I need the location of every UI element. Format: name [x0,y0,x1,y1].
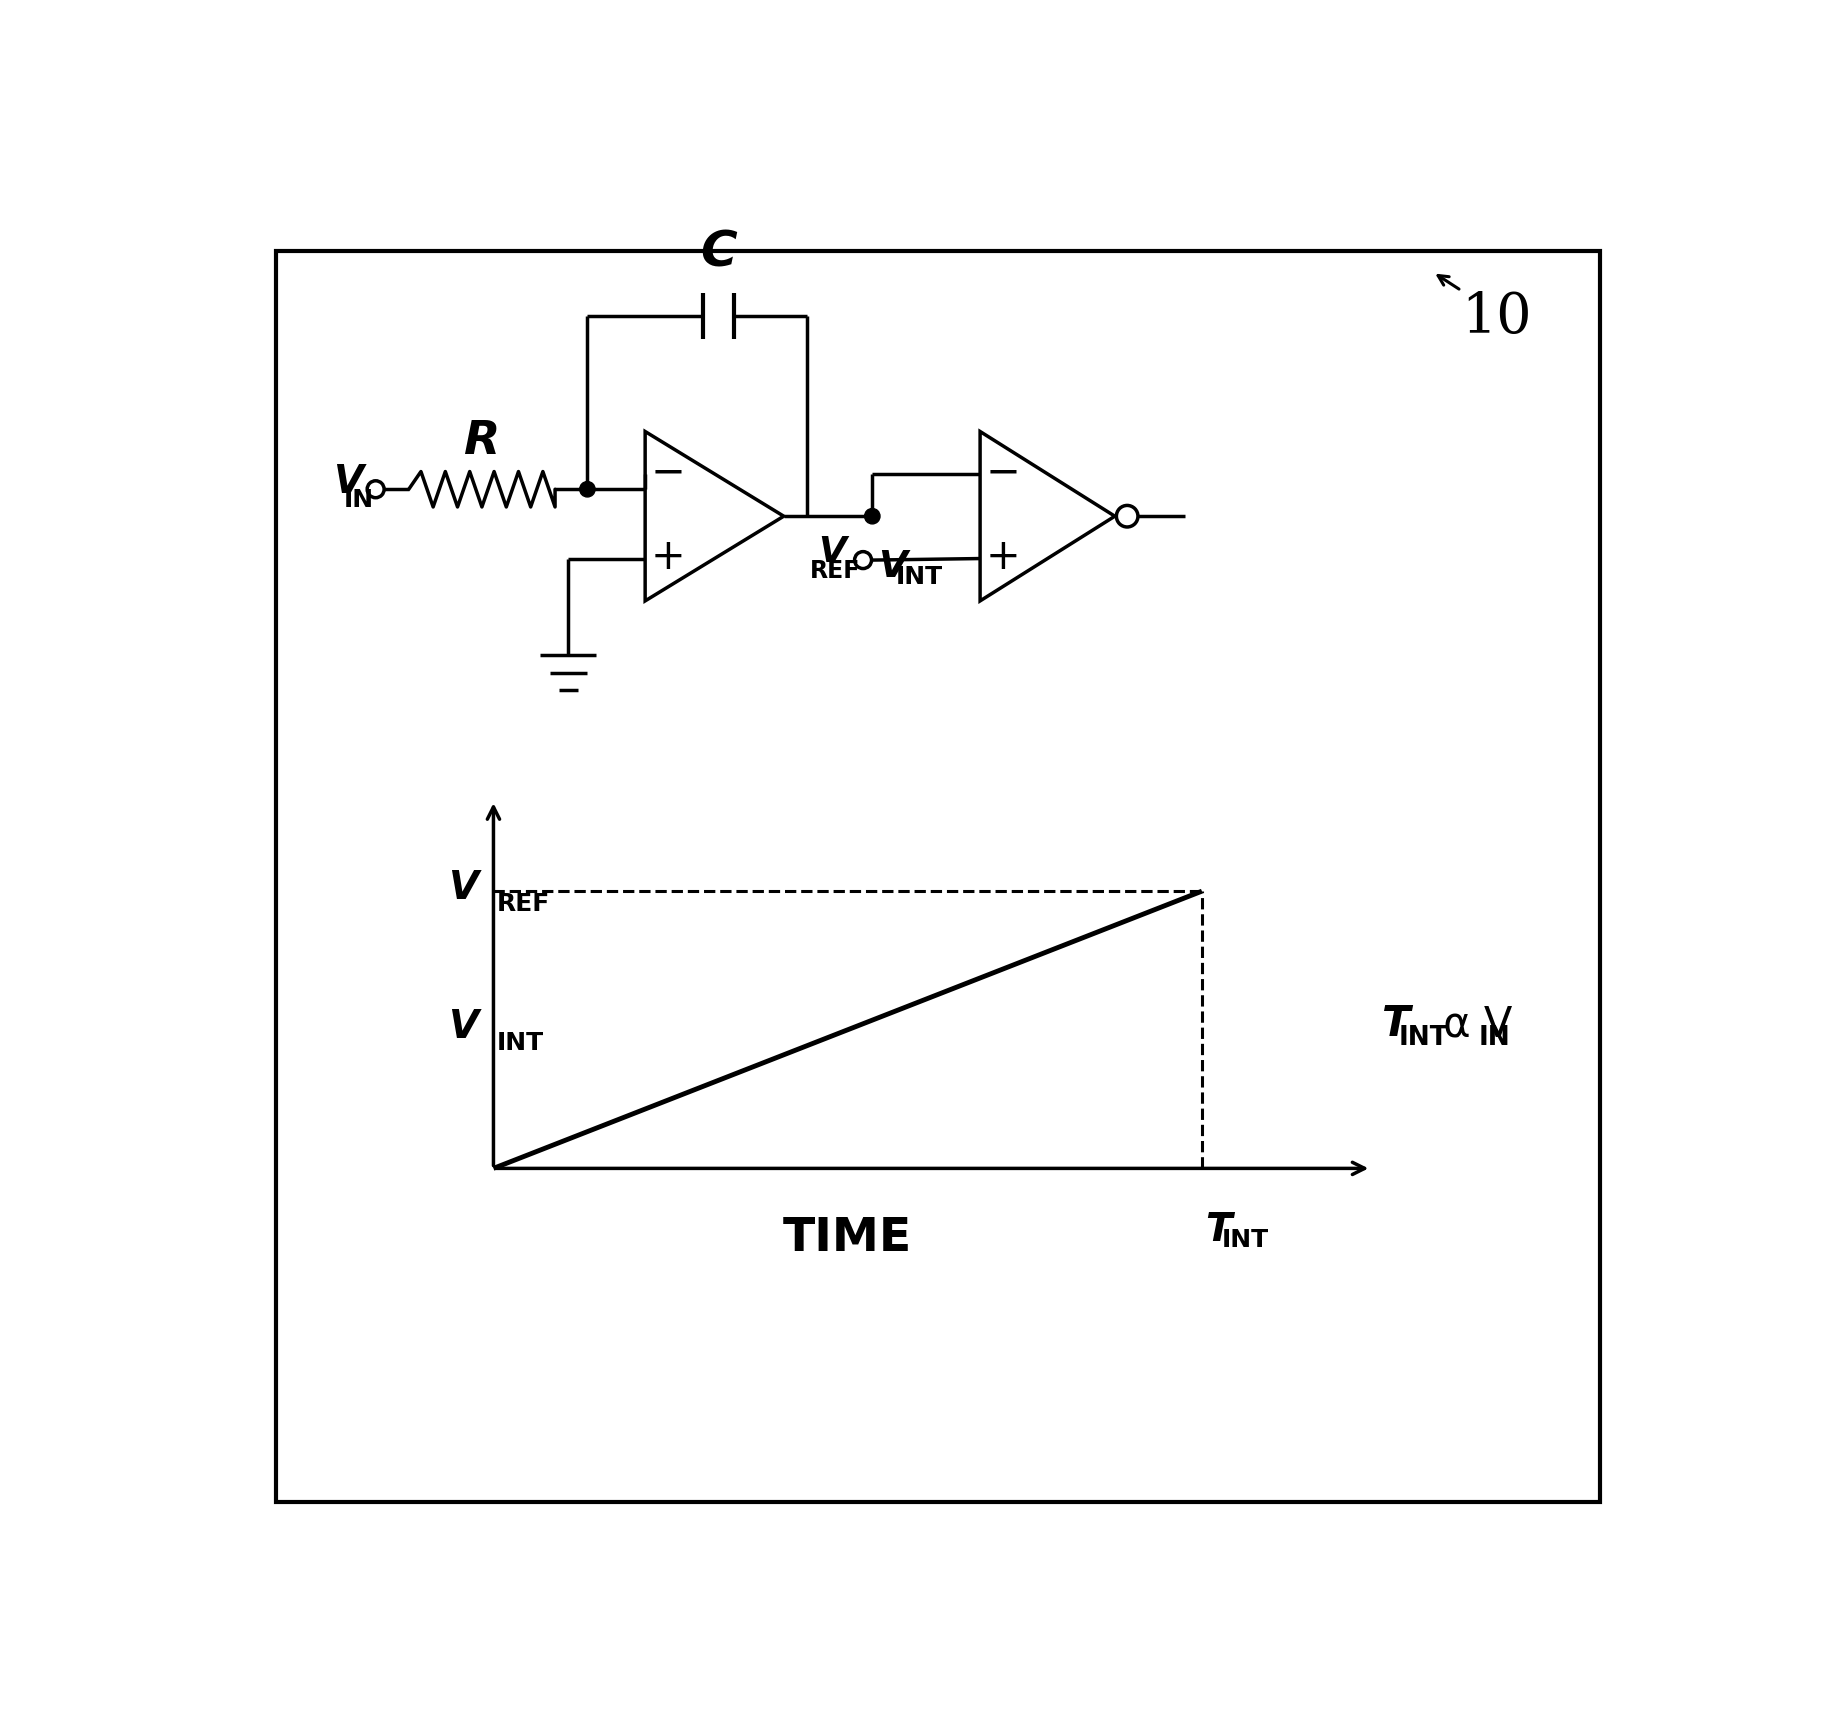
Text: T: T [1383,1003,1410,1046]
Text: REF: REF [496,892,551,916]
Text: C: C [701,229,737,278]
Text: V: V [448,869,477,907]
Text: V: V [448,1008,477,1046]
Text: −: − [986,451,1021,493]
Text: INT: INT [496,1031,543,1055]
Text: α V: α V [1430,1003,1513,1046]
Text: INT: INT [896,564,942,588]
Text: REF: REF [810,559,860,583]
Text: V: V [818,536,847,569]
Text: IN: IN [1478,1025,1511,1051]
Text: INT: INT [1222,1228,1269,1253]
Text: +: + [651,536,686,578]
Text: TIME: TIME [783,1216,913,1261]
Text: −: − [651,451,686,493]
Text: V: V [878,548,907,585]
Text: V: V [333,463,364,501]
Text: T: T [1205,1211,1231,1249]
Text: IN: IN [344,488,375,512]
Circle shape [580,482,594,496]
Circle shape [865,508,880,524]
Text: +: + [986,536,1021,578]
Text: 10: 10 [1461,290,1533,345]
Text: INT: INT [1399,1025,1449,1051]
Text: R: R [465,420,499,463]
